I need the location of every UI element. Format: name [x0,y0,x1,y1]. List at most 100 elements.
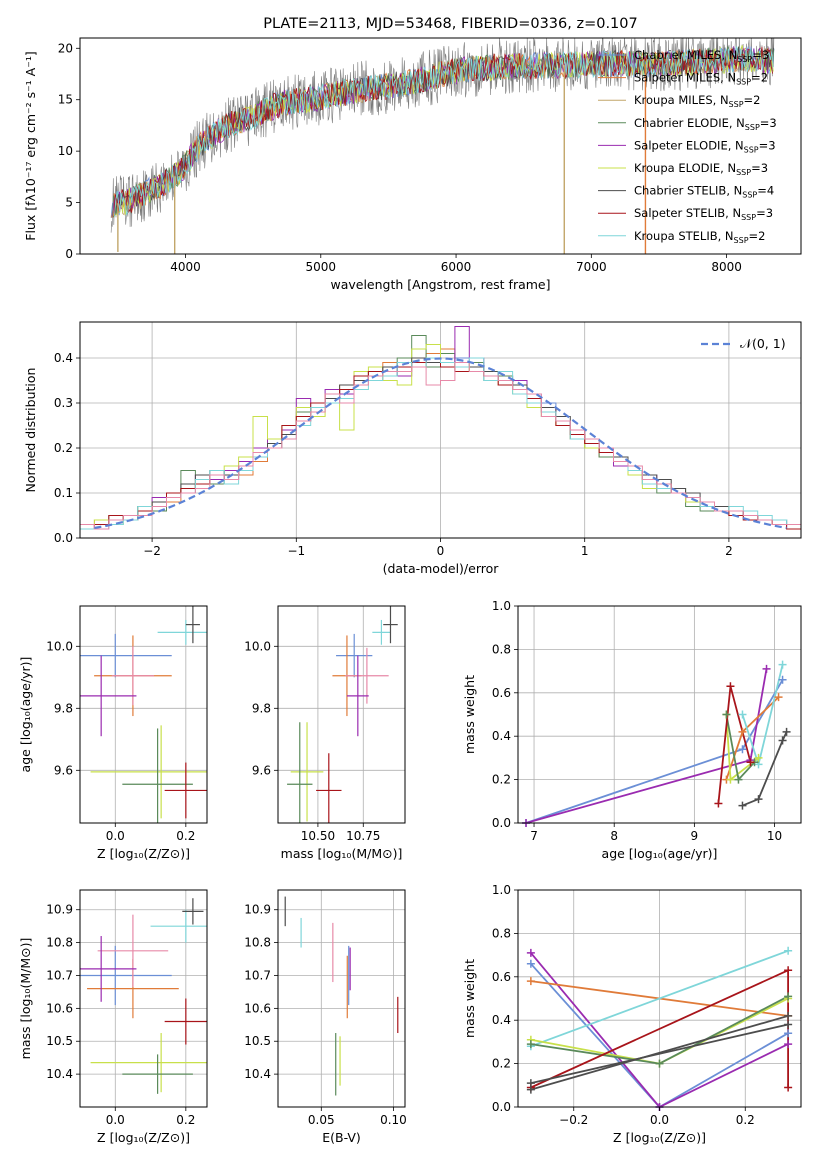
y-tick-label: 10 [58,144,73,158]
x-tick-label: 7 [530,829,538,843]
weight-marker [726,682,735,691]
x-tick-label: 10.75 [346,829,380,843]
y-tick-label: 0 [65,247,73,261]
weight-marker [774,693,783,702]
spectrum-lines [110,38,775,254]
errorbar-point [316,753,342,823]
weight-marker [738,710,747,719]
errorbar-point [345,647,389,704]
errorbar-point [182,898,204,925]
weight-marker [784,946,793,955]
weight-marker [782,727,791,736]
axes-frame [79,37,802,255]
histogram-series [80,362,801,530]
weight-line [530,963,789,1107]
x-axis-label: E(B-V) [322,1130,361,1145]
x-axis-label: Z [log₁₀(Z/Z⊙)] [97,846,190,861]
x-axis-label: (data-model)/error [383,561,500,576]
weight-marker [784,992,793,1001]
x-tick-label: −2 [143,544,161,558]
weight-line [717,686,752,804]
x-tick-label: 8000 [711,260,742,274]
y-tick-label: 10.7 [244,968,271,982]
x-tick-label: 8 [610,829,618,843]
y-tick-label: 1.0 [492,599,511,613]
legend-entry: Salpeter MILES, NSSP=2 [634,71,768,87]
errorbars [80,898,207,1094]
y-tick-label: 0.6 [492,970,511,984]
weight_vs_Z-panel: −0.2 0.0 0.2 0.0 0.2 0.4 0.6 0.8 1.0 Z [log₁₀(Z/Z… [462,883,802,1145]
x-tick-label: 10.50 [301,829,335,843]
x-tick-label: 0.0 [106,829,125,843]
x-tick-label: 0.0 [650,1113,669,1127]
y-tick-label: 0.2 [492,1057,511,1071]
legend-entry: Chabrier ELODIE, NSSP=3 [634,116,777,132]
model-spectrum-line [114,46,774,218]
y-tick-label: 0.8 [492,926,511,940]
y-tick-label: 10.4 [244,1067,271,1081]
x-tick-label: 0.2 [736,1113,755,1127]
weight-marker [778,660,787,669]
weight-marker [784,1020,793,1029]
weight-marker [778,736,787,745]
y-tick-label: 10.8 [46,936,73,950]
y-axis-label: Normed distribution [23,368,38,493]
errorbar-point [122,1054,193,1094]
y-tick-label: 0.4 [492,729,511,743]
errorbar-point [185,606,200,644]
y-tick-label: 0.1 [54,486,73,500]
weight-line [525,679,784,823]
errorbar-point [80,945,172,1006]
y-tick-label: 10.9 [244,903,271,917]
y-tick-label: 0.0 [492,816,511,830]
weight-marker [526,959,535,968]
y-tick-label: 0.4 [54,351,73,365]
weight-line [530,1023,789,1084]
y-tick-label: 0.2 [492,773,511,787]
y-tick-label: 0.0 [492,1100,511,1114]
y-tick-label: 10.7 [46,968,73,982]
y-axis-label: mass [log₁₀(M/M⊙)] [18,938,33,1060]
x-tick-label: 0.0 [106,1113,125,1127]
legend-entry: 𝒩(0, 1) [740,336,786,351]
x-tick-label: 0.2 [176,1113,195,1127]
legend-entry: Salpeter ELODIE, NSSP=3 [634,138,776,154]
y-tick-label: 1.0 [492,883,511,897]
legend-entry: Salpeter STELIB, NSSP=3 [634,206,773,222]
y-tick-label: 10.6 [244,1001,271,1015]
y-tick-label: 10.0 [244,639,271,653]
weight-marker [762,664,771,673]
errorbar-point [80,655,137,737]
x-tick-label: 5000 [306,260,337,274]
x-tick-label: 1 [581,544,589,558]
errorbar-point [90,1033,207,1093]
y-tick-label: 9.8 [252,701,271,715]
weight-lines [525,664,788,823]
weight-marker [784,1011,793,1020]
axes-frame [277,889,406,1108]
weight-line [530,952,789,1107]
x-tick-label: 4000 [170,260,201,274]
y-axis-label: Flux [fλ10⁻¹⁷ erg cm⁻² s⁻¹ A⁻¹] [23,51,38,240]
axes-frame [277,605,406,824]
legend-entry: Kroupa MILES, NSSP=2 [634,93,760,109]
histogram-steps [80,326,801,530]
x-tick-label: 0.10 [380,1113,407,1127]
weight-marker [526,948,535,957]
x-axis-label: wavelength [Angstrom, rest frame] [330,277,550,292]
y-axis-label: mass weight [462,675,477,754]
y-tick-label: 15 [58,93,73,107]
errorbars [284,896,399,1096]
x-tick-label: −1 [287,544,305,558]
y-tick-label: 10.5 [46,1034,73,1048]
legend-entry: Kroupa ELODIE, NSSP=3 [634,161,768,177]
normal-curve [94,357,787,529]
x-tick-label: 7000 [576,260,607,274]
weight-marker [722,710,731,719]
weight-line [530,1015,789,1091]
spectrum-panel: PLATE=2113, MJD=53468, FIBERID=0336, z=0… [23,16,802,292]
x-tick-label: 10 [767,829,782,843]
errorbar-point [90,725,207,819]
age_vs_Z-panel: 0.0 0.2 9.6 9.8 10.0 Z [log₁₀(Z/Z⊙)] age [log₁… [18,605,208,861]
weight-marker [738,727,747,736]
